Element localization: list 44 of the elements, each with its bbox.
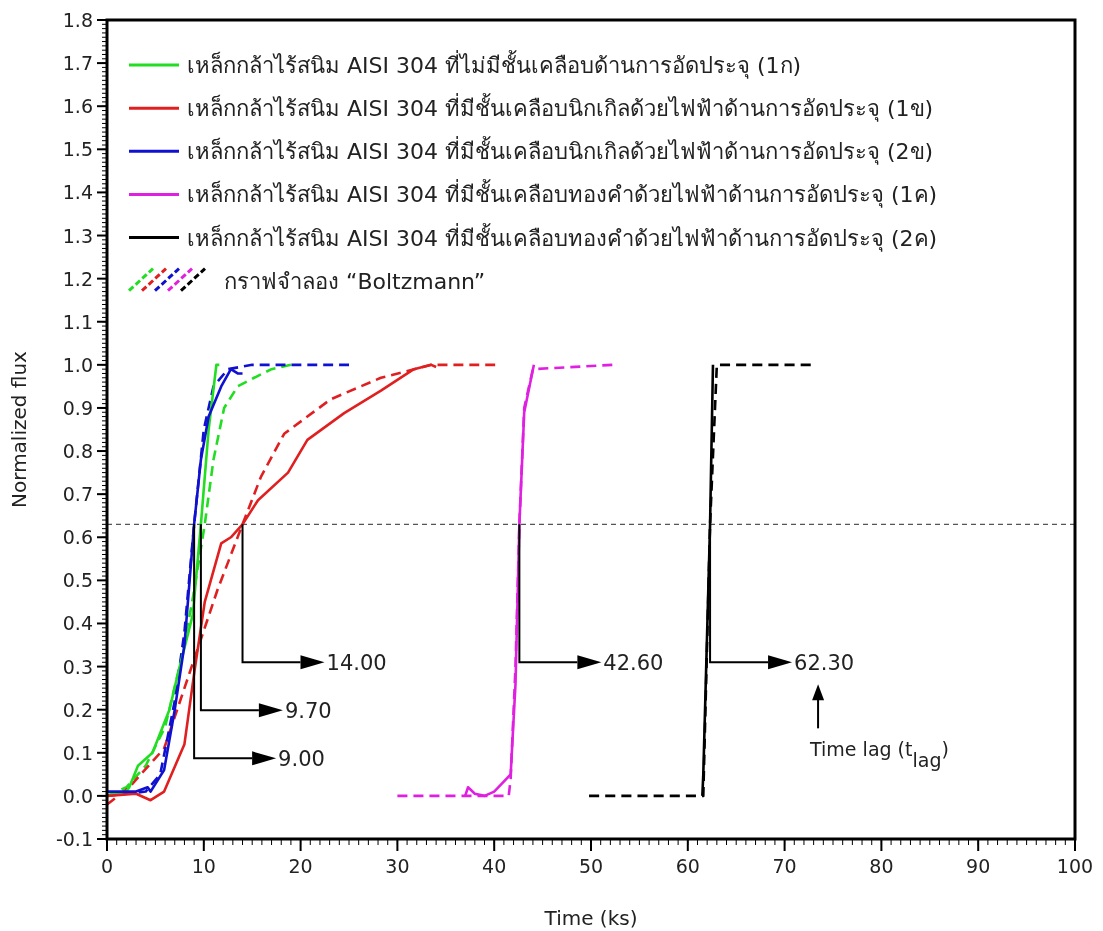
x-tick-label: 60 [675, 855, 700, 877]
y-tick-label: 1.7 [62, 52, 93, 75]
x-axis-title: Time (ks) [543, 906, 638, 930]
annotation: 62.30 [794, 651, 855, 676]
y-tick-label: 1.1 [62, 310, 93, 333]
annotation: 14.00 [326, 651, 387, 676]
y-tick-label: 0.6 [62, 526, 93, 549]
x-tick-label: 20 [288, 855, 313, 877]
y-tick-label: 1.3 [62, 224, 93, 247]
x-tick-label: 50 [578, 855, 604, 877]
y-tick-label: 0.2 [62, 698, 93, 721]
x-tick-label: 90 [966, 855, 991, 877]
x-tick-label: 0 [100, 855, 114, 877]
y-tick-label: 0.7 [62, 483, 93, 506]
x-tick-label: 70 [772, 855, 797, 877]
legend-label: เหล็กกล้าไร้สนิม AISI 304 ที่มีชั้นเคลือบนิกเกิลด้วยไฟฟ้าด้านการอัดประจุ (2ข) [187, 136, 934, 166]
y-tick-label: -0.1 [55, 828, 93, 850]
annotation: 42.60 [603, 651, 664, 676]
y-tick-label: 0.5 [62, 569, 93, 592]
x-tick-label: 100 [1056, 855, 1094, 877]
y-tick-label: 1.5 [62, 138, 93, 161]
annotation: 9.00 [278, 747, 325, 772]
y-axis-title: Normalized flux [7, 350, 31, 508]
legend-label: เหล็กกล้าไร้สนิม AISI 304 ที่มีชั้นเคลือบทองคำด้วยไฟฟ้าด้านการอัดประจุ (1ค) [187, 179, 938, 209]
y-tick-label: 0.3 [62, 655, 93, 678]
y-tick-label: 1.4 [62, 181, 93, 204]
y-tick-label: 1.2 [62, 267, 93, 290]
y-tick-label: 0.0 [62, 784, 93, 807]
legend-label: เหล็กกล้าไร้สนิม AISI 304 ที่ไม่มีชั้นเคลือบด้านการอัดประจุ (1ก) [187, 50, 802, 80]
y-tick-label: 1.0 [62, 353, 93, 376]
y-tick-label: 0.1 [62, 741, 93, 764]
legend-label: เหล็กกล้าไร้สนิม AISI 304 ที่มีชั้นเคลือบทองคำด้วยไฟฟ้าด้านการอัดประจุ (2ค) [187, 222, 938, 252]
y-tick-label: 0.9 [62, 396, 93, 419]
y-tick-label: 1.8 [62, 9, 93, 31]
x-tick-label: 10 [191, 855, 216, 877]
y-tick-label: 1.6 [62, 95, 93, 118]
y-tick-label: 0.4 [62, 612, 93, 635]
x-tick-label: 40 [482, 855, 507, 877]
annotation: 9.70 [284, 699, 332, 724]
y-tick-label: 0.8 [62, 440, 93, 463]
x-tick-label: 30 [385, 855, 410, 877]
annotation: กราฟจำลอง “Boltzmann” [224, 268, 486, 294]
x-tick-label: 80 [869, 855, 894, 877]
legend-label: เหล็กกล้าไร้สนิม AISI 304 ที่มีชั้นเคลือบนิกเกิลด้วยไฟฟ้าด้านการอัดประจุ (1ข) [187, 93, 934, 123]
